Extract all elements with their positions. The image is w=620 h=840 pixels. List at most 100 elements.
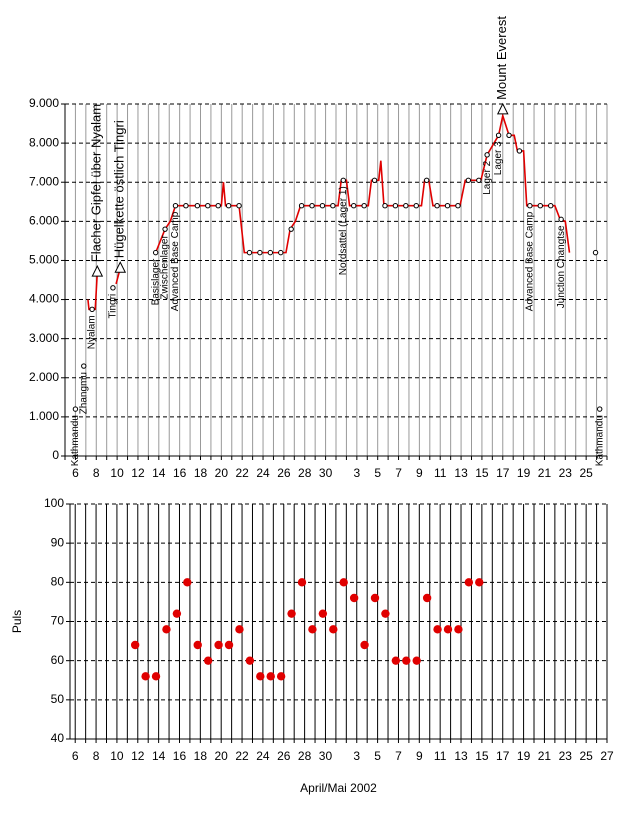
pulse-point [224,640,234,650]
pulse-point [214,640,223,650]
x-axis-label: April/Mai 2002 [300,781,377,795]
x-tick-label: 19 [517,466,531,480]
x-tick-label: 8 [93,466,100,480]
pulse-point [203,656,213,665]
y-tick-label: 6.000 [29,214,59,228]
camp-point [236,202,242,209]
camp-point [382,202,388,209]
y-tick-label: 8.000 [29,135,59,149]
x-tick-label: 13 [454,749,468,763]
camp-point [371,177,378,183]
camp-point [257,249,263,256]
x-tick-label: 21 [538,749,552,763]
x-tick-label: 25 [579,466,593,480]
pulse-point [287,609,296,618]
camp-point [434,202,440,209]
y-tick-label: 60 [51,653,65,667]
pulse-point [235,625,244,634]
x-tick-label: 25 [579,749,593,763]
x-tick-label: 15 [475,466,489,480]
camp-marker [172,202,179,209]
x-tick-label: 11 [434,466,447,480]
x-tick-label: 5 [374,466,381,480]
x-tick-label: 9 [416,749,423,763]
x-tick-label: 23 [559,749,573,763]
pulse-point [370,593,380,603]
camp-point [205,202,211,209]
y-tick-label: 0 [52,448,59,462]
pulse-point [454,625,463,634]
pulse-point [141,672,150,681]
x-tick-label: 8 [93,749,100,763]
pulse-point [162,625,171,634]
y-tick-label: 7.000 [29,174,59,188]
y-axis-label: Puls [10,610,24,633]
camp-point [309,202,315,209]
pulse-point [266,672,275,681]
y-tick-label: 5.000 [29,253,59,267]
x-tick-label: 16 [173,466,187,480]
camp-label: Tingri [108,294,119,319]
x-tick-label: 5 [374,749,381,763]
x-tick-label: 14 [152,749,166,763]
pulse-point [464,578,474,587]
camp-point [465,177,472,183]
camp-point [246,249,253,256]
x-tick-label: 10 [110,466,124,480]
camp-point [183,202,189,209]
camp-marker [162,226,168,232]
camp-label: Advanced Base Camp [525,211,536,311]
peak-marker [496,102,509,115]
y-tick-label: 4.000 [29,292,59,306]
camp-marker [89,306,95,313]
camp-point [592,249,599,256]
x-tick-label: 15 [475,749,489,763]
x-tick-label: 22 [236,466,250,480]
camp-marker [495,132,502,138]
x-tick-label: 26 [277,466,291,480]
y-tick-label: 80 [51,575,65,589]
camp-point [351,202,357,209]
camp-point [225,202,232,209]
camp-point [403,202,409,209]
camp-marker [72,406,79,412]
x-tick-label: 24 [256,749,270,763]
x-tick-label: 22 [235,749,249,763]
pulse-point [349,593,359,603]
y-tick-label: 50 [51,692,65,706]
x-tick-label: 7 [395,466,402,480]
camp-label: Lager 2 [482,160,493,194]
camp-point [392,202,399,209]
pulse-point [329,625,338,634]
x-tick-label: 28 [298,749,312,763]
pulse-point [245,656,255,665]
x-tick-label: 10 [110,749,124,763]
y-tick-label: 9.000 [29,96,59,110]
camp-point [298,202,305,209]
x-tick-label: 23 [559,466,573,480]
camp-label: Zwischenlager [160,234,171,299]
camp-point [194,202,201,209]
camp-point [288,226,294,232]
pulse-point [360,640,369,650]
pulse-point [276,672,286,681]
x-tick-label: 24 [256,466,270,480]
x-tick-label: 12 [131,466,145,480]
camp-label: Kathmandu [70,415,81,466]
x-tick-label: 14 [152,466,166,480]
x-tick-label: 6 [72,749,79,763]
peak-label: Mount Everest [494,16,509,100]
camp-point [361,202,367,209]
camp-label: Junction Changtse [556,225,567,308]
camp-point [455,202,461,209]
camp-point [444,202,451,209]
camp-point [516,148,523,154]
x-tick-label: 21 [538,466,552,480]
x-tick-label: 17 [496,749,510,763]
pulse-point [475,578,484,587]
pulse-point [193,640,202,650]
y-tick-label: 100 [44,496,64,510]
pulse-point [381,609,390,618]
camp-point [330,202,336,209]
